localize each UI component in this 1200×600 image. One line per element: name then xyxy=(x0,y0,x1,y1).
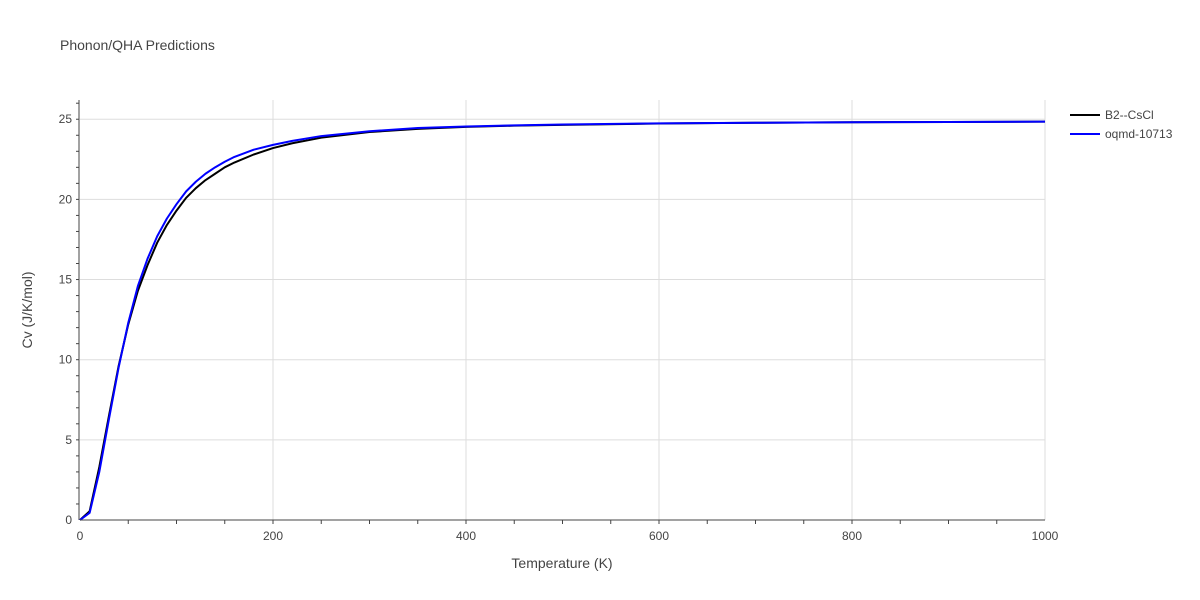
y-tick-labels: 0 5 10 15 20 25 xyxy=(59,112,73,527)
chart-title: Phonon/QHA Predictions xyxy=(60,37,215,53)
y-tick-label: 20 xyxy=(59,192,73,206)
x-axis-title: Temperature (K) xyxy=(511,555,612,571)
gridlines xyxy=(80,100,1046,520)
x-tick-label: 0 xyxy=(77,529,84,543)
y-tick-label: 25 xyxy=(59,112,73,126)
x-tick-label: 400 xyxy=(456,529,476,543)
legend-item[interactable]: B2--CsCl xyxy=(1070,108,1154,122)
series-line-1 xyxy=(79,120,1046,521)
x-tick-label: 200 xyxy=(263,529,283,543)
legend-label: oqmd-10713 xyxy=(1105,127,1173,141)
legend-item[interactable]: oqmd-10713 xyxy=(1070,127,1173,141)
y-tick-label: 5 xyxy=(65,433,72,447)
series-lines xyxy=(79,120,1046,521)
series-line-0 xyxy=(79,120,1046,521)
y-tick-label: 15 xyxy=(59,273,73,287)
x-tick-labels: 0 200 400 600 800 1000 xyxy=(77,529,1059,543)
legend[interactable]: B2--CsCl oqmd-10713 xyxy=(1070,108,1173,141)
x-tick-label: 800 xyxy=(842,529,862,543)
legend-label: B2--CsCl xyxy=(1105,108,1154,122)
y-tick-label: 0 xyxy=(65,513,72,527)
x-tick-label: 600 xyxy=(649,529,669,543)
y-tick-label: 10 xyxy=(59,353,73,367)
y-axis-title: Cv (J/K/mol) xyxy=(19,272,35,349)
x-tick-label: 1000 xyxy=(1032,529,1059,543)
y-minor-ticks xyxy=(76,102,998,524)
